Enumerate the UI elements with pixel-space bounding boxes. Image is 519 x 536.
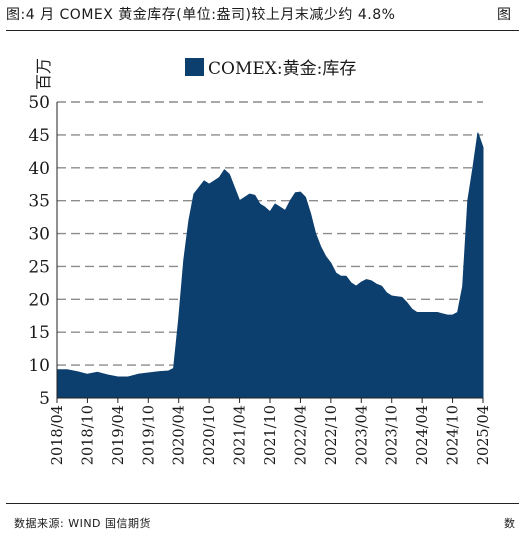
x-tick-label: 2025/04 [476,405,492,465]
y-tick-label: 10 [28,356,50,376]
x-tick-label: 2020/04 [172,405,188,465]
legend: COMEX:黄金:库存 [185,58,356,79]
y-tick-label: 20 [28,290,50,310]
x-tick-label: 2019/10 [141,405,157,465]
x-tick-label: 2023/04 [354,405,370,465]
x-tick-label: 2022/10 [324,405,340,465]
bottom-rule [6,503,519,504]
x-tick-label: 2018/10 [80,405,96,465]
x-tick-label: 2023/10 [385,405,401,465]
y-tick-label: 45 [28,126,50,146]
legend-swatch [185,58,204,76]
top-rule [6,30,519,31]
y-tick-label: 15 [28,323,50,343]
y-axis-label: 百万 [34,58,53,90]
x-tick-label: 2021/10 [263,405,279,465]
y-tick-labels: 5 10 15 20 25 30 35 40 45 50 [28,93,50,409]
series-area [56,132,484,399]
y-tick-label: 5 [39,389,50,409]
x-tick-label: 2024/04 [415,405,431,465]
x-tick-label: 2021/04 [233,405,249,465]
y-tick-label: 30 [28,225,50,245]
figure-title-tail: 图 [497,7,511,23]
chart: 5 10 15 20 25 30 35 40 45 50 2018/04 2018/10 2019/0… [28,58,492,465]
source-note: 数据来源: WIND 国信期货 [14,517,152,530]
y-tick-label: 50 [28,93,50,113]
y-tick-label: 25 [28,257,50,277]
series-area-layer [56,132,484,399]
source-note-tail: 数 [504,517,515,530]
legend-label: COMEX:黄金:库存 [208,59,356,79]
x-tick-label: 2024/10 [446,405,462,465]
figure-title: 图:4 月 COMEX 黄金库存(单位:盎司)较上月末减少约 4.8% [6,7,396,23]
x-tick-label: 2022/04 [293,405,309,465]
x-tick-labels: 2018/04 2018/10 2019/04 2019/10 2020/04 2020/… [50,398,492,465]
x-tick-label: 2019/04 [111,405,127,465]
y-tick-label: 35 [28,192,50,212]
y-tick-label: 40 [28,159,50,179]
x-tick-label: 2020/10 [202,405,218,465]
x-tick-label: 2018/04 [50,405,66,465]
